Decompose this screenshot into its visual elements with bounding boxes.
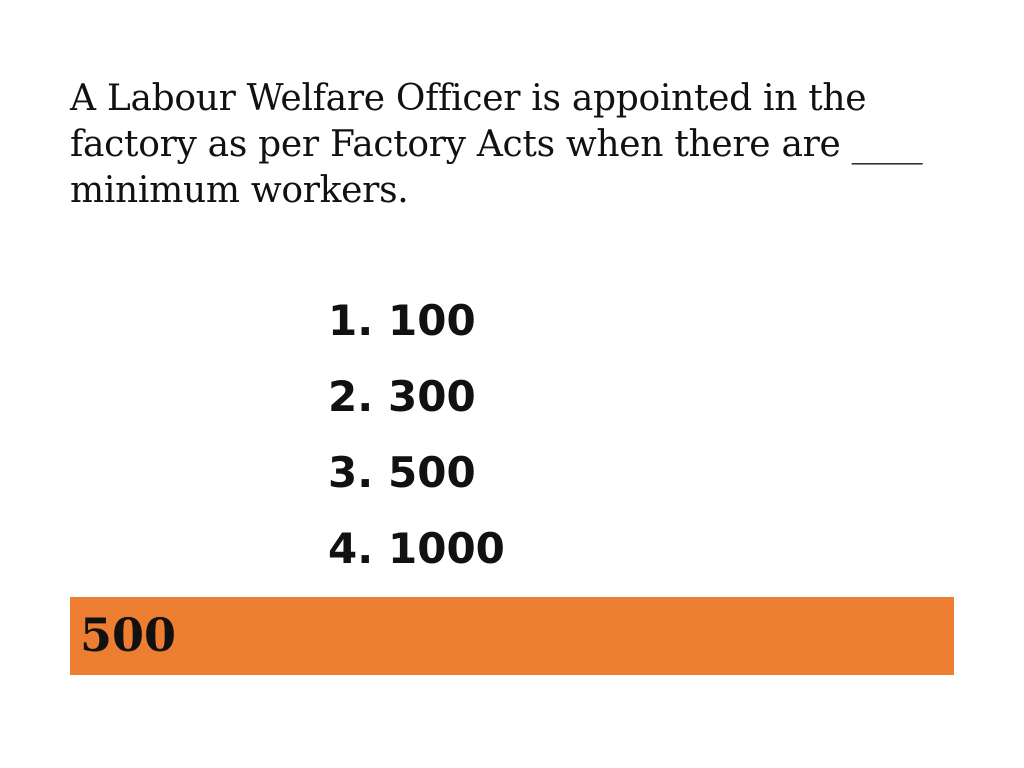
option-value: 1000: [388, 524, 505, 573]
option-number: 2.: [328, 372, 374, 421]
option-value: 300: [388, 372, 476, 421]
options-list: 1. 100 2. 300 3. 500 4. 1000: [328, 288, 505, 592]
option-item: 3. 500: [328, 440, 505, 516]
option-item: 4. 1000: [328, 516, 505, 592]
option-item: 1. 100: [328, 288, 505, 364]
option-number: 4.: [328, 524, 374, 573]
option-item: 2. 300: [328, 364, 505, 440]
question-text: A Labour Welfare Officer is appointed in…: [70, 78, 923, 211]
option-number: 3.: [328, 448, 374, 497]
option-number: 1.: [328, 296, 374, 345]
option-value: 100: [388, 296, 476, 345]
answer-bar: 500: [70, 597, 954, 675]
option-value: 500: [388, 448, 476, 497]
answer-text: 500: [80, 608, 177, 662]
